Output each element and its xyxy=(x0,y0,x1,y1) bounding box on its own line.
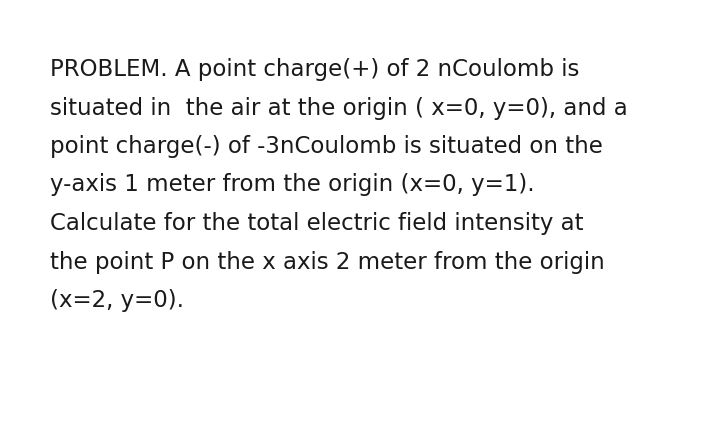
Text: y-axis 1 meter from the origin (x=0, y=1).: y-axis 1 meter from the origin (x=0, y=1… xyxy=(50,173,535,197)
Text: Calculate for the total electric field intensity at: Calculate for the total electric field i… xyxy=(50,212,583,235)
Text: (x=2, y=0).: (x=2, y=0). xyxy=(50,289,184,312)
Text: situated in  the air at the origin ( x=0, y=0), and a: situated in the air at the origin ( x=0,… xyxy=(50,96,628,120)
Text: PROBLEM. A point charge(+) of 2 nCoulomb is: PROBLEM. A point charge(+) of 2 nCoulomb… xyxy=(50,58,580,81)
Text: point charge(-) of -3nCoulomb is situated on the: point charge(-) of -3nCoulomb is situate… xyxy=(50,135,603,158)
Text: the point P on the x axis 2 meter from the origin: the point P on the x axis 2 meter from t… xyxy=(50,250,605,274)
